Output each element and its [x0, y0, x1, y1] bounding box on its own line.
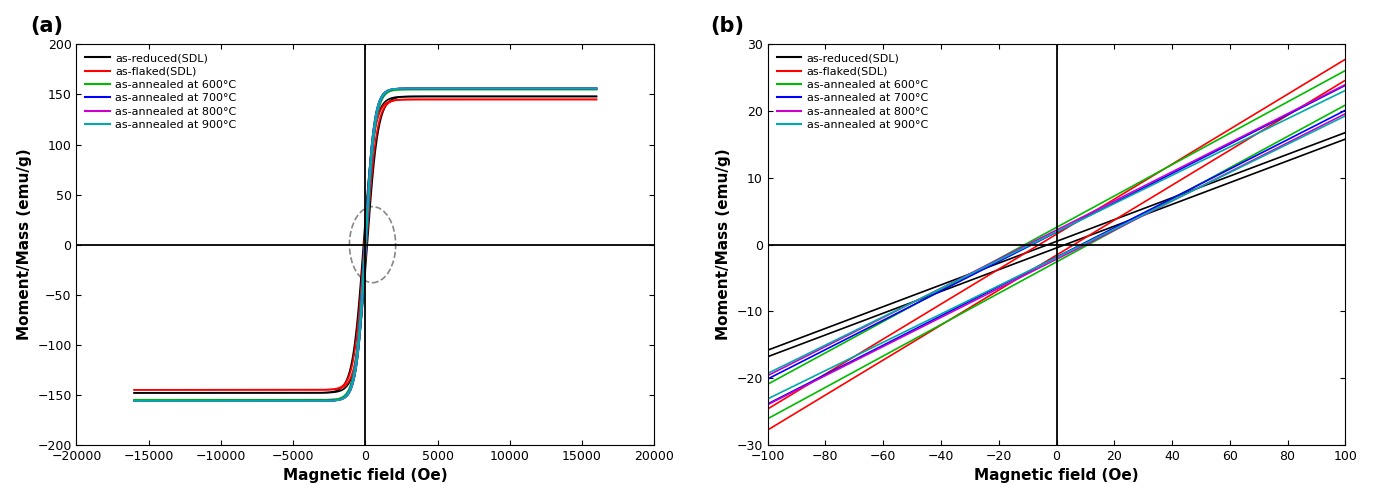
Text: (b): (b) [710, 16, 743, 36]
Legend: as-reduced(SDL), as-flaked(SDL), as-annealed at 600°C, as-annealed at 700°C, as-: as-reduced(SDL), as-flaked(SDL), as-anne… [774, 50, 932, 134]
X-axis label: Magnetic field (Oe): Magnetic field (Oe) [283, 468, 448, 483]
Y-axis label: Moment/Mass (emu/g): Moment/Mass (emu/g) [16, 149, 32, 340]
Text: (a): (a) [30, 16, 63, 36]
X-axis label: Magnetic field (Oe): Magnetic field (Oe) [974, 468, 1139, 483]
Y-axis label: Moment/Mass (emu/g): Moment/Mass (emu/g) [716, 149, 731, 340]
Legend: as-reduced(SDL), as-flaked(SDL), as-annealed at 600°C, as-annealed at 700°C, as-: as-reduced(SDL), as-flaked(SDL), as-anne… [82, 50, 240, 134]
